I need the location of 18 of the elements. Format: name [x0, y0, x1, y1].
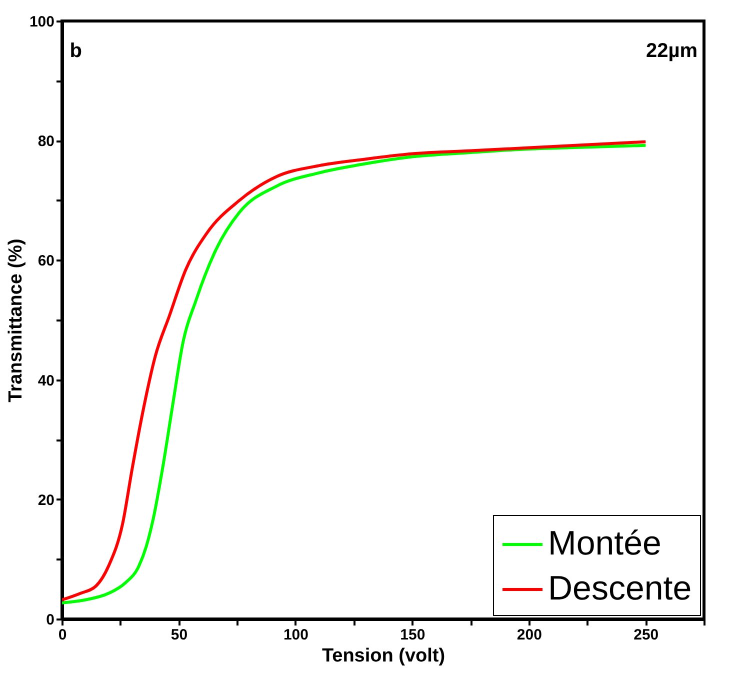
x-tick-label: 0 [58, 626, 67, 644]
x-tick-label: 100 [283, 626, 308, 644]
legend-label: Descente [548, 570, 692, 608]
y-tick-label: 20 [38, 492, 54, 509]
y-tick-label: 100 [29, 14, 54, 30]
x-tick-label: 250 [634, 626, 659, 644]
legend-label: Montée [548, 524, 662, 562]
x-axis-title: Tension (volt) [322, 646, 446, 666]
y-tick-label: 40 [38, 372, 54, 390]
x-tick-label: 50 [170, 626, 188, 644]
y-axis-title: Transmittance (%) [5, 238, 26, 402]
y-tick-label: 0 [46, 612, 54, 628]
y-tick-label: 80 [38, 133, 54, 150]
x-tick-label: 150 [400, 626, 426, 644]
x-tick-label: 200 [516, 626, 542, 644]
y-tick-label: 60 [38, 252, 54, 270]
annotation: b [70, 40, 82, 62]
annotation: 22µm [646, 40, 698, 62]
